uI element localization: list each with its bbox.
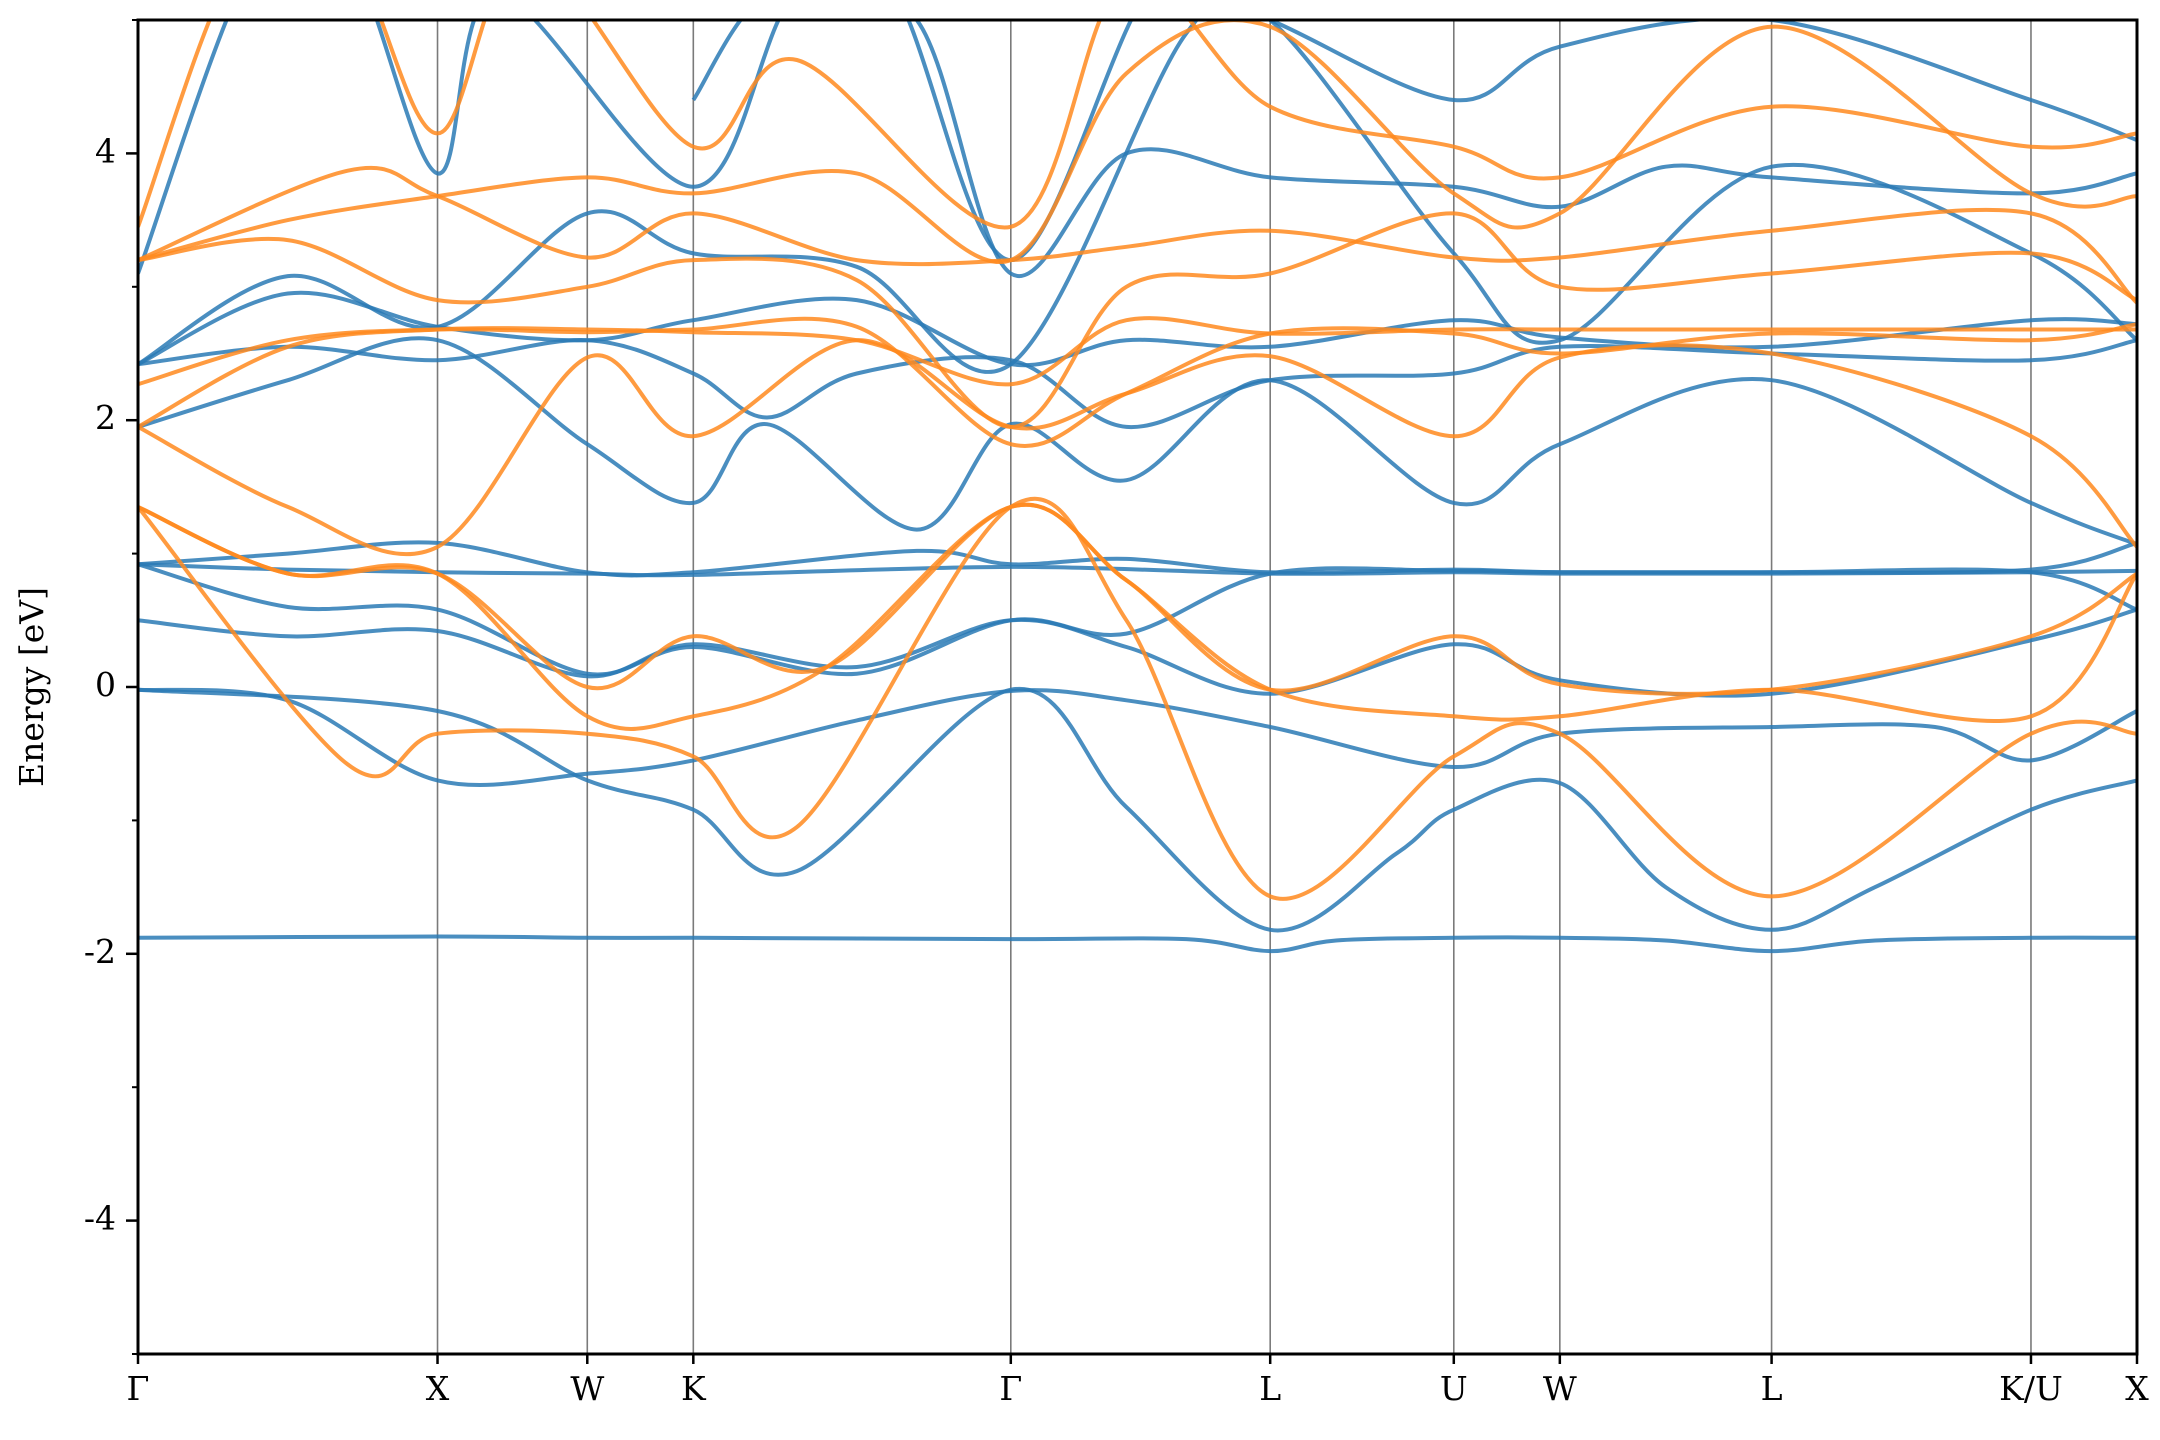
band-blue-12: [691, 20, 2137, 263]
y-tick-label: -4: [84, 1199, 116, 1238]
band-blue-8: [138, 338, 2137, 429]
band-blue-1: [138, 686, 2137, 933]
band-lines: [138, 20, 2137, 954]
y-axis-ticks: -4 -2 0 2 4: [84, 19, 138, 1355]
x-tick-label: L: [1761, 1369, 1783, 1408]
kpoint-vertical-lines: [436, 20, 2032, 1354]
y-tick-label: 2: [95, 398, 116, 437]
band-blue-2: [138, 687, 2137, 787]
x-tick-label: K: [681, 1369, 707, 1408]
x-tick-label: X: [2125, 1369, 2149, 1408]
x-tick-label: L: [1259, 1369, 1281, 1408]
x-tick-label: W: [1543, 1369, 1577, 1408]
y-tick-label: 0: [95, 665, 116, 704]
band-blue-0: [138, 934, 2137, 954]
y-tick-label: -2: [84, 932, 116, 971]
x-tick-label: Γ: [127, 1369, 150, 1408]
band-orange-15: [138, 502, 2137, 731]
x-tick-label: Γ: [999, 1369, 1022, 1408]
band-blue-11: [138, 20, 2137, 279]
band-orange-21: [138, 20, 2137, 230]
band-orange-18: [138, 316, 2137, 448]
x-tick-label: X: [426, 1369, 450, 1408]
band-blue-10: [138, 20, 2137, 374]
band-orange-22: [138, 20, 2137, 265]
x-axis-ticks: Γ X W K Γ L U W L K/U X: [127, 1354, 2149, 1408]
x-tick-label: U: [1440, 1369, 1468, 1408]
y-axis-label: Energy [eV]: [12, 587, 51, 787]
band-blue-3: [138, 607, 2137, 698]
band-orange-16: [138, 338, 2137, 557]
band-orange-20: [138, 165, 2137, 305]
y-tick-label: 4: [95, 131, 116, 170]
x-tick-label: W: [570, 1369, 604, 1408]
x-tick-label: K/U: [1999, 1369, 2063, 1408]
band-orange-19: [138, 211, 2137, 429]
band-orange-13: [138, 496, 2137, 901]
